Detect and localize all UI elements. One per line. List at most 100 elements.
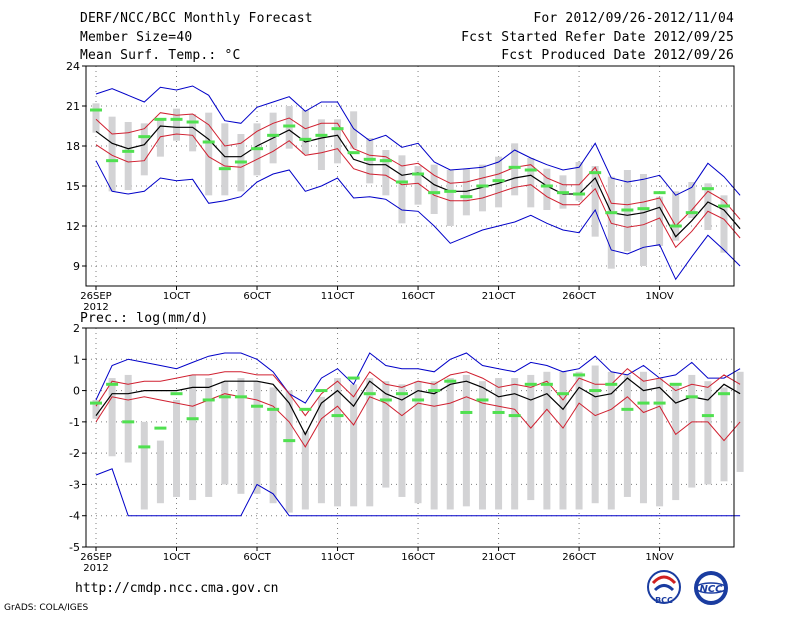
range-box	[462, 374, 470, 507]
median-marker	[234, 160, 247, 164]
median-marker	[476, 398, 489, 402]
x-tick-label: 16OCT	[401, 552, 436, 563]
median-marker	[218, 395, 231, 399]
y-tick-label: 15	[66, 180, 80, 193]
median-marker	[621, 208, 634, 212]
range-box	[446, 170, 454, 226]
range-box	[543, 168, 551, 210]
footer-url[interactable]: http://cmdp.ncc.cma.gov.cn	[75, 581, 279, 596]
range-box	[334, 378, 342, 507]
ncc-logo: NCC	[688, 569, 734, 613]
range-box	[317, 396, 325, 504]
max-line	[95, 352, 741, 404]
range-box	[511, 143, 519, 196]
median-marker	[460, 195, 473, 199]
bottom-panel-variable: Prec.: log(mm/d)	[80, 311, 209, 326]
median-marker	[315, 133, 328, 137]
y-tick-label: 24	[66, 60, 80, 73]
median-marker	[412, 172, 425, 176]
x-year-label: 2012	[83, 563, 108, 574]
x-tick-label: 21OCT	[482, 291, 517, 302]
bcc-logo-text: BCC	[655, 596, 673, 605]
median-marker	[492, 179, 505, 183]
range-box	[704, 381, 712, 485]
range-box	[527, 374, 535, 501]
range-box	[350, 384, 358, 507]
median-marker	[154, 117, 167, 121]
y-tick-label: 21	[66, 100, 80, 113]
x-tick-label: 26OCT	[562, 552, 597, 563]
median-marker	[701, 414, 714, 418]
range-box	[124, 122, 132, 190]
range-box	[607, 371, 615, 510]
median-marker	[556, 392, 569, 396]
top-panel-variable: Mean Surf. Temp.: °C	[80, 48, 241, 63]
min-line	[95, 160, 741, 281]
median-marker	[251, 147, 264, 151]
range-box	[591, 166, 599, 237]
range-box	[414, 166, 422, 205]
median-marker	[186, 417, 199, 421]
x-tick-label: 26SEP	[80, 552, 111, 563]
median-marker	[492, 410, 505, 414]
median-marker	[331, 414, 344, 418]
x-year-label: 2012	[83, 302, 108, 313]
median-marker	[573, 192, 586, 196]
range-box	[462, 168, 470, 216]
range-box	[156, 119, 164, 157]
median-marker	[573, 373, 586, 377]
median-marker	[444, 379, 457, 383]
x-tick-label: 11OCT	[321, 552, 356, 563]
y-tick-label: 1	[73, 353, 80, 366]
range-box	[173, 399, 181, 497]
median-marker	[428, 191, 441, 195]
range-box	[221, 123, 229, 196]
temperature-chart: 9 12 15 18 21 24 26SEP 1OCT 6OCT 11OCT 16OCT 21OCT 2…	[66, 60, 741, 313]
median-marker	[202, 398, 215, 402]
range-box	[237, 378, 245, 494]
median-marker	[170, 117, 183, 121]
median-marker	[315, 389, 328, 393]
median-marker	[106, 159, 119, 163]
median-marker	[476, 184, 489, 188]
range-box	[720, 195, 728, 253]
ncc-logo-text: NCC	[699, 584, 723, 595]
median-marker	[718, 204, 730, 208]
median-marker	[653, 401, 666, 405]
range-box	[92, 103, 100, 133]
median-marker	[637, 401, 650, 405]
median-marker	[444, 189, 457, 193]
range-box	[189, 374, 197, 501]
range-box	[688, 182, 696, 218]
median-marker	[685, 211, 698, 215]
median-marker	[379, 398, 392, 402]
y-tick-label: 9	[73, 260, 80, 273]
median-marker	[718, 392, 730, 396]
max-line	[95, 85, 741, 196]
y-tick-label: -2	[69, 447, 80, 460]
member-size: Member Size=40	[80, 30, 193, 45]
range-box	[205, 112, 213, 196]
precipitation-chart: -5 -4 -3 -2 -1 0 1 2 26SEP 1OCT 6OCT 11OCT 16OCT 21OC…	[69, 322, 744, 574]
range-box	[495, 378, 503, 510]
median-marker	[186, 120, 199, 124]
chart-title: DERF/NCC/BCC Monthly Forecast	[80, 11, 313, 26]
median-marker	[556, 191, 569, 195]
range-box	[205, 378, 213, 497]
median-marker	[605, 382, 618, 386]
median-marker	[267, 407, 280, 411]
range-box	[140, 123, 148, 176]
median-marker	[428, 389, 441, 393]
median-marker	[621, 407, 634, 411]
range-box	[366, 378, 374, 507]
lower-sd-line	[95, 133, 741, 249]
range-box	[382, 150, 390, 196]
y-tick-label: -3	[69, 478, 80, 491]
median-marker	[589, 171, 602, 175]
median-marker	[218, 167, 231, 171]
median-marker	[395, 392, 408, 396]
range-box	[350, 111, 358, 149]
range-box	[656, 196, 664, 246]
range-box	[173, 108, 181, 141]
median-marker	[170, 392, 183, 396]
